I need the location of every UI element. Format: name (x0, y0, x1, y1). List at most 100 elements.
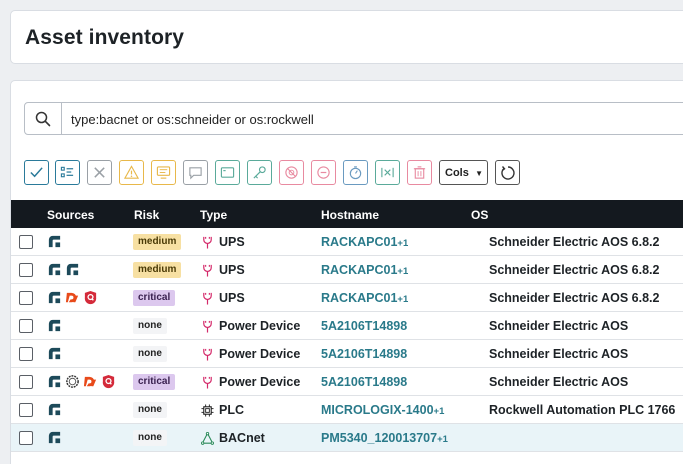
row-checkbox[interactable] (19, 347, 33, 361)
table-row[interactable]: medium UPS RACKAPC01+1 Schneider Electric A… (11, 228, 683, 256)
col-type[interactable]: Type (200, 208, 228, 222)
hostname-extra-count: +1 (397, 238, 409, 249)
row-checkbox[interactable] (19, 235, 33, 249)
row-type: Power Device (201, 347, 300, 361)
row-sources (47, 430, 62, 445)
remove-button[interactable] (87, 160, 112, 185)
risk-badge: none (133, 346, 167, 362)
risk-badge: none (133, 402, 167, 418)
table-row[interactable]: none Power Device 5A2106T14898 Schneider El… (11, 312, 683, 340)
type-label: BACnet (219, 431, 265, 445)
hostname-link[interactable]: RACKAPC01+1 (321, 263, 408, 277)
search-input[interactable] (71, 109, 671, 129)
hostname-link[interactable]: MICROLOGIX-1400+1 (321, 403, 444, 417)
search-icon[interactable] (25, 103, 62, 134)
minus-button[interactable] (311, 160, 336, 185)
plug-icon (203, 376, 212, 389)
runzero-source-icon (48, 431, 61, 444)
shield-source-icon (102, 374, 115, 389)
row-checkbox[interactable] (19, 291, 33, 305)
runzero-source-icon (48, 291, 61, 304)
hostname-link[interactable]: 5A2106T14898 (321, 347, 407, 361)
window-icon (220, 167, 235, 178)
row-sources (47, 234, 62, 249)
row-sources (47, 290, 98, 305)
plug-icon (203, 236, 212, 249)
chip-icon (201, 403, 214, 417)
search-bar (24, 102, 683, 135)
merge-button[interactable] (375, 160, 400, 185)
alert-button[interactable] (119, 160, 144, 185)
row-checkbox[interactable] (19, 263, 33, 277)
table-header: Sources Risk Type Hostname OS (11, 200, 683, 228)
columns-select[interactable]: Cols ▼ (439, 160, 488, 185)
window-button[interactable] (215, 160, 240, 185)
table-row[interactable]: none PLC MICROLOGIX-1400+1 Rockwell Automat… (11, 396, 683, 424)
table-row[interactable]: none Power Device 5A2106T14898 Schneider El… (11, 340, 683, 368)
ring-source-icon (66, 375, 79, 388)
key-button[interactable] (247, 160, 272, 185)
refresh-button[interactable] (495, 160, 520, 185)
row-os: Schneider Electric AOS (489, 375, 629, 389)
col-risk[interactable]: Risk (134, 208, 160, 222)
table-row[interactable]: none BACnet PM5340_120013707+1 (11, 424, 683, 452)
col-sources[interactable]: Sources (47, 208, 95, 222)
screen-button[interactable] (151, 160, 176, 185)
hostname-link[interactable]: 5A2106T14898 (321, 319, 407, 333)
check-icon (30, 167, 43, 178)
hostname-link[interactable]: PM5340_120013707+1 (321, 431, 448, 445)
row-os: Schneider Electric AOS 6.8.2 (489, 291, 660, 305)
risk-badge: medium (133, 262, 182, 278)
row-type: UPS (201, 291, 245, 305)
monitor-icon (156, 166, 171, 179)
merge-icon (381, 167, 394, 178)
hostname-link[interactable]: RACKAPC01+1 (321, 291, 408, 305)
key-icon (253, 166, 266, 179)
table-row[interactable]: critical Power Device 5A2106T14898 Schneide… (11, 368, 683, 396)
row-sources (47, 374, 116, 389)
dragos-source-icon (83, 376, 97, 387)
block-icon (285, 166, 298, 179)
row-type: Power Device (201, 375, 300, 389)
delete-button[interactable] (407, 160, 432, 185)
runzero-source-icon (48, 263, 61, 276)
col-hostname[interactable]: Hostname (321, 208, 380, 222)
risk-badge: critical (133, 374, 176, 390)
list-icon (60, 166, 74, 178)
plug-icon (203, 264, 212, 277)
risk-badge: none (133, 318, 167, 334)
table-row[interactable]: medium UPS RACKAPC01+1 Schneider Electric A… (11, 256, 683, 284)
columns-select-label: Cols (445, 166, 469, 179)
row-checkbox[interactable] (19, 431, 33, 445)
hostname-link[interactable]: 5A2106T14898 (321, 375, 407, 389)
hostname-link[interactable]: RACKAPC01+1 (321, 235, 408, 249)
comment-button[interactable] (183, 160, 208, 185)
row-sources (47, 346, 62, 361)
hostname-extra-count: +1 (433, 406, 445, 417)
trash-icon (413, 166, 426, 179)
row-sources (47, 262, 80, 277)
hostname-text: 5A2106T14898 (321, 375, 408, 389)
hostname-text: MICROLOGIX-1400 (321, 403, 434, 417)
hostname-text: 5A2106T14898 (321, 319, 408, 333)
row-checkbox[interactable] (19, 375, 33, 389)
row-checkbox[interactable] (19, 403, 33, 417)
hostname-extra-count: +1 (437, 434, 448, 445)
timer-icon (349, 166, 362, 180)
asset-table: Sources Risk Type Hostname OS medium UPS R… (11, 200, 683, 452)
page-header: Asset inventory (10, 10, 683, 64)
hostname-text: 5A2106T14898 (321, 347, 408, 361)
risk-badge: none (133, 430, 167, 446)
shield-source-icon (84, 290, 97, 305)
type-label: Power Device (219, 319, 301, 333)
table-row[interactable]: critical UPS RACKAPC01+1 Schneider Electric… (11, 284, 683, 312)
col-os[interactable]: OS (471, 208, 489, 222)
row-sources (47, 318, 62, 333)
hostname-text: RACKAPC01 (321, 263, 398, 277)
timer-button[interactable] (343, 160, 368, 185)
block-button[interactable] (279, 160, 304, 185)
list-view-button[interactable] (55, 160, 80, 185)
row-checkbox[interactable] (19, 319, 33, 333)
row-os: Rockwell Automation PLC 1766 (489, 403, 676, 417)
select-all-button[interactable] (24, 160, 49, 185)
